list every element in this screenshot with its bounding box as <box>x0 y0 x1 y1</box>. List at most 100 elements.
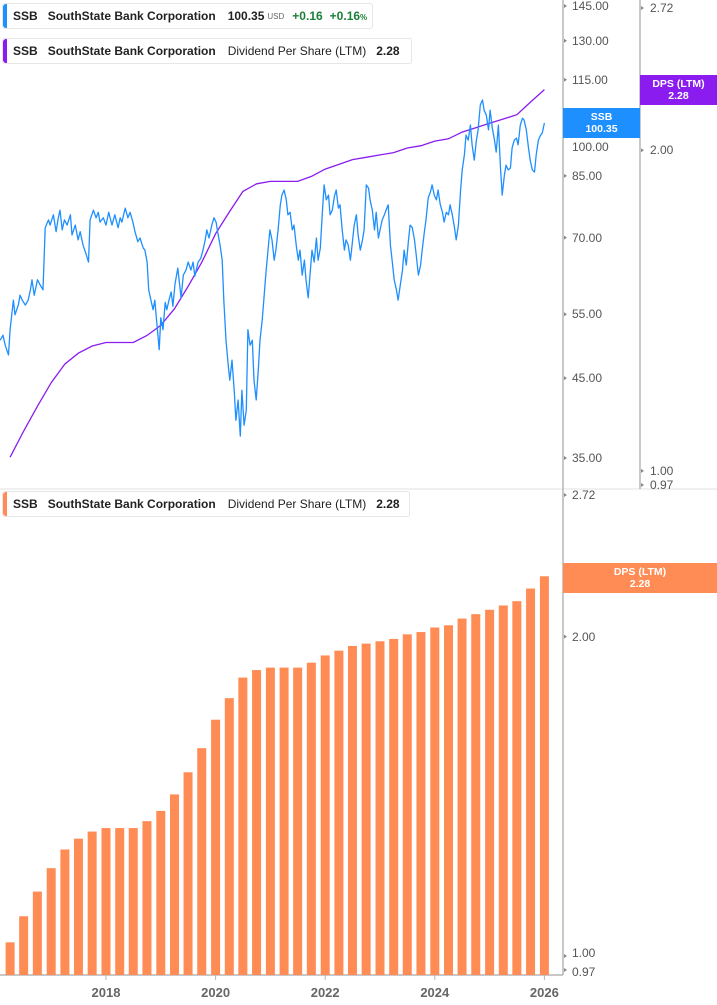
pct-sign: % <box>360 13 368 22</box>
dps-bar <box>46 868 56 975</box>
legend-currency: USD <box>267 11 285 21</box>
dps-bar <box>87 831 97 975</box>
legend-symbol: SSB <box>13 9 38 23</box>
price-tick-label: 115.00 <box>572 72 608 87</box>
x-tick-label: 2022 <box>310 985 340 1000</box>
dps-bar <box>32 891 42 975</box>
price-tick-label: 45.00 <box>572 371 603 386</box>
dps-bar <box>498 605 508 975</box>
legend-price-value: 100.35 <box>227 9 265 23</box>
dps-bar <box>156 810 166 975</box>
bar-y-tick-label: 2.72 <box>572 487 596 502</box>
legend-metric: Dividend Per Share (LTM) <box>227 497 367 511</box>
dps-bar <box>485 609 495 975</box>
dps-bar <box>142 821 152 975</box>
dps-bar <box>320 655 330 975</box>
dps-bar <box>539 576 549 975</box>
dps-bar <box>430 627 440 975</box>
line-series <box>0 89 546 458</box>
tag-value: 2.28 <box>629 578 651 590</box>
dps-top-tag: DPS (LTM) 2.28 <box>640 75 717 105</box>
dps-bar <box>170 794 179 975</box>
price-tick-label: 35.00 <box>572 451 603 465</box>
tick-marks <box>105 3 644 980</box>
bar-y-tick <box>564 968 567 972</box>
dps-bar <box>197 748 207 975</box>
dps-bar <box>279 667 289 975</box>
dps-tick-label: 1.00 <box>650 463 674 478</box>
dps-tick <box>641 6 644 11</box>
price-tick <box>564 38 567 43</box>
dps-bar <box>115 828 125 975</box>
dps-bar <box>416 632 426 975</box>
dps-bar <box>293 667 303 975</box>
legend-company-name: SouthState Bank Corporation <box>47 44 216 58</box>
dps-bar <box>128 828 138 975</box>
dps-bar <box>183 772 193 975</box>
price-tick-label: 145.00 <box>572 0 609 13</box>
bar-y-tick-label: 2.00 <box>572 629 596 644</box>
price-tick <box>564 456 567 460</box>
dps-bar <box>389 638 399 975</box>
legend-color-bar <box>3 492 7 516</box>
ssb-price-tag: SSB 100.35 <box>563 108 640 138</box>
dps-bottom-tag: DPS (LTM) 2.28 <box>563 563 717 593</box>
dps-bar <box>347 645 357 975</box>
price-tick-label: 100.00 <box>572 140 609 154</box>
dps-bar <box>512 601 522 975</box>
price-tick-label: 70.00 <box>572 230 603 245</box>
dps-bar <box>457 618 467 975</box>
legend-symbol: SSB <box>13 44 38 58</box>
legend-color-bar <box>3 39 7 63</box>
dps-bar <box>444 625 453 975</box>
dps-bar <box>265 667 275 975</box>
x-tick-label: 2024 <box>420 985 450 1000</box>
legend-dps-bottom[interactable]: SSB SouthState Bank Corporation Dividend… <box>2 491 410 517</box>
dps-bar <box>526 588 536 975</box>
dps-bar <box>224 698 234 975</box>
price-line <box>0 99 546 437</box>
x-tick-label: 2026 <box>529 985 559 1000</box>
dps-tick <box>641 468 644 473</box>
dps-tick-label: 2.00 <box>650 143 674 158</box>
price-tick <box>564 235 567 240</box>
x-tick-label: 2018 <box>91 985 121 1000</box>
bar-y-tick <box>564 634 567 639</box>
legend-dps-top[interactable]: SSB SouthState Bank Corporation Dividend… <box>2 38 412 64</box>
legend-metric: Dividend Per Share (LTM) <box>227 44 367 58</box>
legend-company-name: SouthState Bank Corporation <box>47 9 216 23</box>
dps-tick-label: 2.72 <box>650 1 674 16</box>
tag-value: 100.35 <box>585 123 618 135</box>
dps-bar <box>402 634 412 975</box>
dps-tick <box>641 148 644 153</box>
price-tick-label: 85.00 <box>572 168 603 183</box>
dps-bar <box>306 662 316 975</box>
tag-label: DPS (LTM) <box>613 566 667 578</box>
price-tick <box>564 3 567 8</box>
dps-bar <box>471 614 481 975</box>
legend-symbol: SSB <box>13 497 38 511</box>
bar-y-tick-label: 0.97 <box>572 965 596 979</box>
legend-change: +0.16 <box>292 9 323 23</box>
legend-price[interactable]: SSB SouthState Bank Corporation 100.35 U… <box>2 3 373 29</box>
dps-bar <box>361 643 371 975</box>
price-tick <box>564 77 567 82</box>
legend-change-pct: +0.16% <box>330 9 368 23</box>
dps-bar <box>73 838 83 975</box>
x-tick-label: 2020 <box>201 985 231 1000</box>
dps-bar <box>375 641 385 975</box>
dps-bar <box>211 719 221 975</box>
price-tick <box>564 312 567 317</box>
tag-symbol: SSB <box>590 111 613 123</box>
tag-value: 2.28 <box>668 90 689 102</box>
bar-y-tick <box>564 492 567 497</box>
bar-series <box>5 576 549 975</box>
price-tick-label: 55.00 <box>572 307 603 322</box>
bar-y-tick <box>564 953 567 958</box>
legend-color-bar <box>3 4 7 28</box>
dps-bar <box>60 849 70 975</box>
dps-tick <box>641 483 644 487</box>
dps-bar <box>334 650 344 975</box>
legend-value: 2.28 <box>376 497 400 511</box>
